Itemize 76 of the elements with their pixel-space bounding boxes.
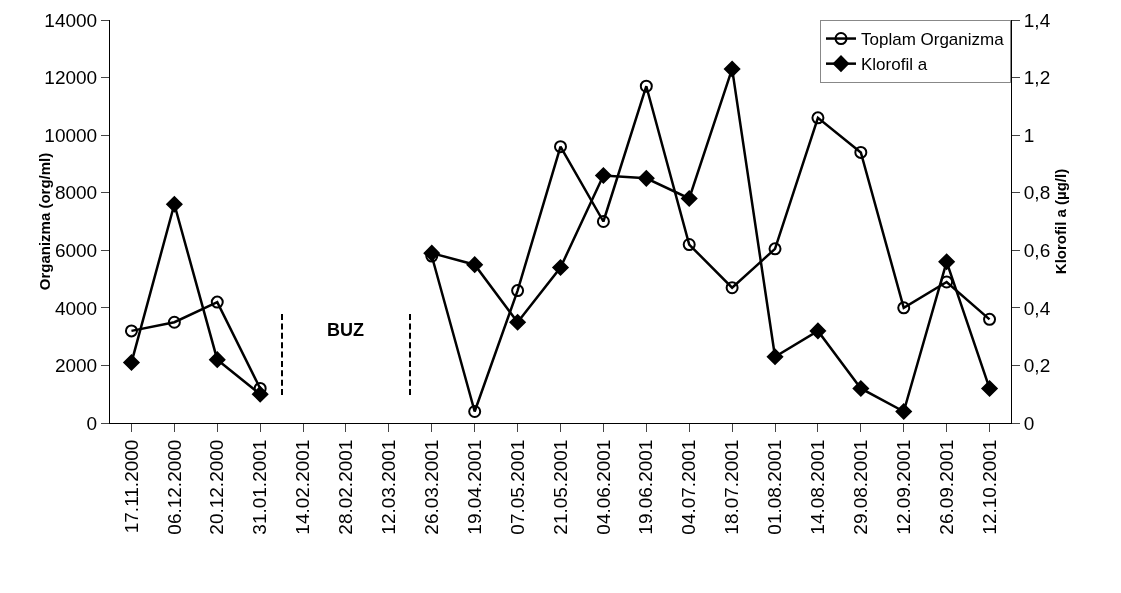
x-tick-label: 28.02.2001 xyxy=(335,439,357,535)
y-tick-label: 14000 xyxy=(44,9,98,31)
y-tick-label: 6000 xyxy=(54,239,98,261)
y2-tick-label: 1,2 xyxy=(1023,67,1051,89)
point xyxy=(681,190,698,207)
y2-tick-label: 1 xyxy=(1023,124,1035,146)
point xyxy=(123,354,140,371)
y-tick-label: 8000 xyxy=(54,182,98,204)
x-tick-label: 14.08.2001 xyxy=(807,439,829,535)
point xyxy=(940,275,954,289)
x-tick-label: 19.06.2001 xyxy=(635,439,657,535)
x-tick-label: 12.10.2001 xyxy=(978,439,1000,535)
point xyxy=(897,301,911,315)
point xyxy=(595,167,612,184)
y2-tick-label: 0,2 xyxy=(1023,355,1051,377)
point xyxy=(466,256,483,273)
x-tick-label: 07.05.2001 xyxy=(506,439,528,535)
point xyxy=(682,238,696,252)
point xyxy=(723,60,741,78)
point xyxy=(252,386,269,403)
y-tick-label: 12000 xyxy=(44,67,98,89)
y2-tick-label: 1,4 xyxy=(1023,9,1051,31)
x-tick-label: 19.04.2001 xyxy=(463,439,485,535)
point xyxy=(852,380,869,397)
point xyxy=(639,79,653,93)
legend-label: Toplam Organizma xyxy=(861,30,1005,50)
legend-label: Klorofil a xyxy=(861,55,928,75)
point xyxy=(124,324,138,338)
point xyxy=(167,315,181,329)
x-tick-label: 14.02.2001 xyxy=(292,439,314,535)
y2-tick-label: 0,4 xyxy=(1023,297,1051,319)
x-tick-label: 17.11.2000 xyxy=(120,439,142,534)
x-tick-label: 04.06.2001 xyxy=(592,439,614,535)
point xyxy=(210,295,224,309)
y-tick-label: 0 xyxy=(86,412,98,434)
y2-tick-label: 0,8 xyxy=(1023,182,1051,204)
point xyxy=(209,351,226,368)
point xyxy=(638,170,655,187)
y-tick-label: 4000 xyxy=(54,297,98,319)
x-tick-label: 18.07.2001 xyxy=(721,439,743,535)
point xyxy=(509,314,526,331)
point xyxy=(811,111,825,125)
point xyxy=(981,380,998,397)
y-axis-title: Organizma (org/ml) xyxy=(35,152,53,291)
point xyxy=(766,348,784,365)
x-tick-label: 26.03.2001 xyxy=(420,439,442,535)
point xyxy=(511,284,525,298)
y-tick-label: 2000 xyxy=(54,355,98,377)
point xyxy=(938,253,955,270)
x-tick-label: 12.03.2001 xyxy=(378,439,400,535)
point xyxy=(596,215,610,228)
x-tick-label: 31.01.2001 xyxy=(249,439,271,535)
point xyxy=(725,281,739,295)
point xyxy=(809,322,827,340)
x-tick-label: 12.09.2001 xyxy=(892,439,914,535)
x-tick-label: 26.09.2001 xyxy=(935,439,957,535)
y2-tick-label: 0,6 xyxy=(1023,239,1051,261)
point xyxy=(468,404,482,418)
y-tick-label: 10000 xyxy=(44,124,98,146)
y2-tick-label: 0 xyxy=(1023,412,1035,434)
x-tick-label: 29.08.2001 xyxy=(850,439,872,535)
point xyxy=(895,403,912,420)
point xyxy=(768,242,782,256)
point xyxy=(166,196,183,213)
point xyxy=(552,259,569,276)
x-tick-label: 21.05.2001 xyxy=(549,439,571,535)
x-tick-label: 20.12.2000 xyxy=(206,439,228,535)
annotation: BUZ xyxy=(327,320,364,340)
point xyxy=(983,312,997,326)
point xyxy=(554,140,567,154)
point xyxy=(423,245,440,262)
x-tick-label: 04.07.2001 xyxy=(678,439,700,535)
point xyxy=(854,145,868,159)
x-tick-label: 06.12.2000 xyxy=(163,439,185,535)
y2-axis-title: Klorofil a (µg/l) xyxy=(1052,168,1070,275)
x-tick-label: 01.08.2001 xyxy=(764,439,786,535)
